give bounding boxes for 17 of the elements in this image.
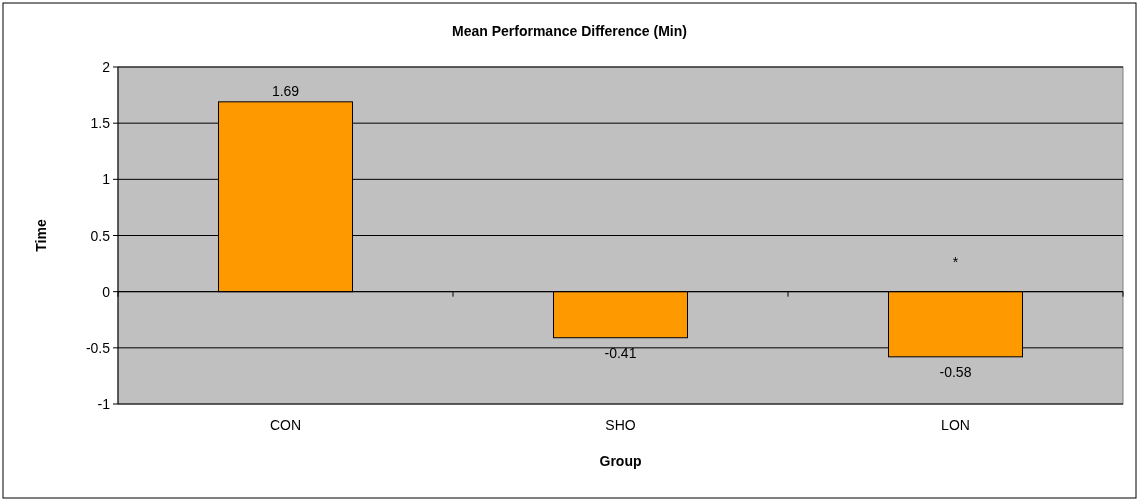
x-tick-label: CON <box>269 417 302 433</box>
x-tick-label: SHO <box>605 417 636 433</box>
chart-title: Mean Performance Difference (Min) <box>452 23 687 39</box>
x-tick-label: LON <box>941 417 970 433</box>
y-tick-label: 0.5 <box>90 227 111 244</box>
y-tick-label: 1.5 <box>90 115 111 132</box>
data-label: -0.41 <box>604 344 637 361</box>
x-axis-title: Group <box>599 453 642 469</box>
y-tick-label: -1 <box>97 396 111 412</box>
y-tick-label: 2 <box>102 59 111 75</box>
y-axis-title: Time <box>33 219 49 252</box>
y-tick-label: -0.5 <box>85 339 111 356</box>
data-label: -0.58 <box>939 363 972 380</box>
data-label: 1.69 <box>271 82 300 99</box>
y-tick-label: 0 <box>102 283 111 300</box>
y-tick-label: 1 <box>102 171 111 188</box>
annotation: * <box>952 253 959 270</box>
